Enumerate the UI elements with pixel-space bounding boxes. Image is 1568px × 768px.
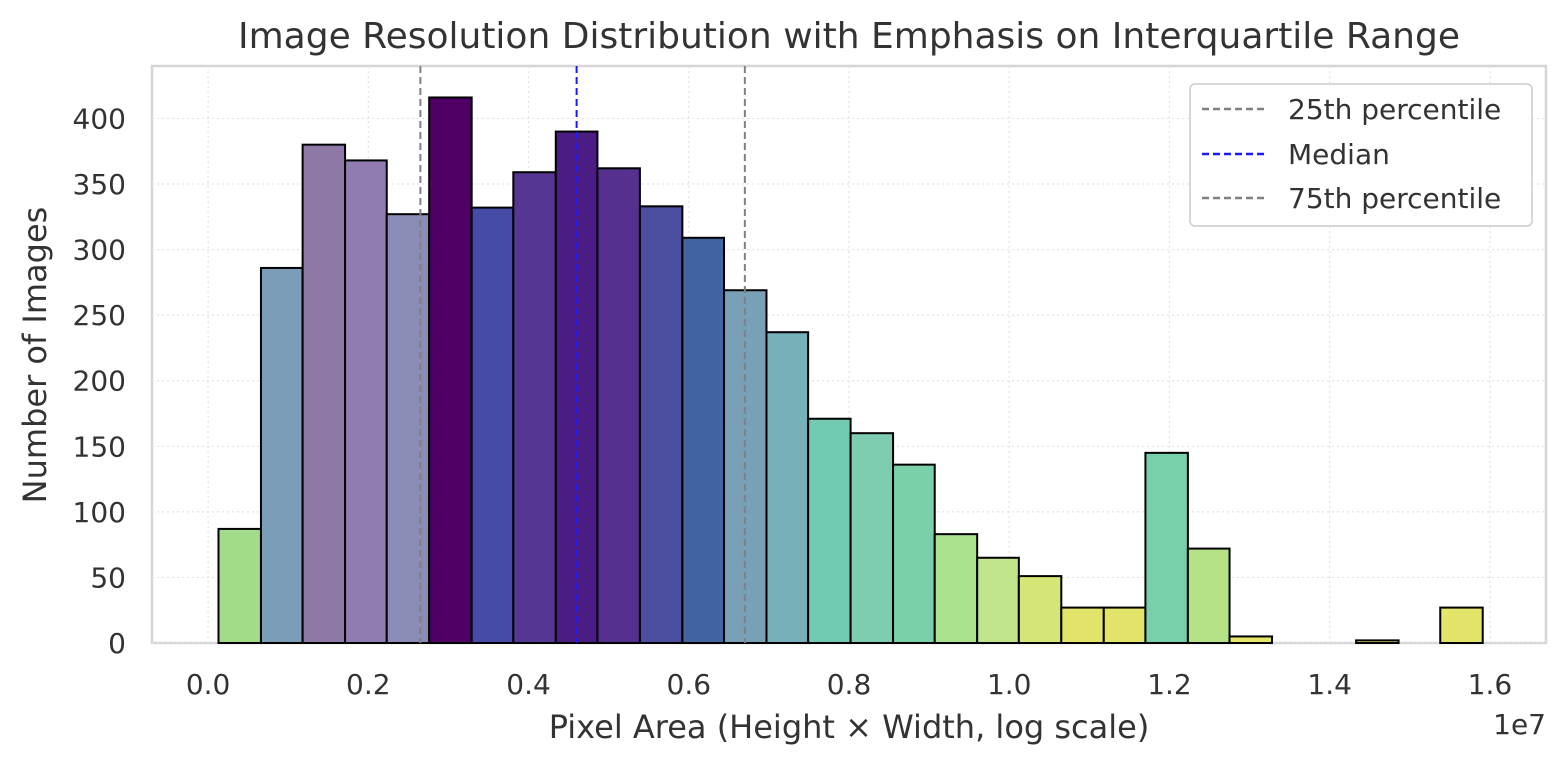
histogram-bar-14	[765, 331, 810, 644]
y-tick-label: 250	[73, 299, 126, 332]
x-tick-label: 0.2	[346, 668, 391, 701]
legend: 25th percentile Median 75th percentile	[1189, 83, 1533, 227]
legend-label-75th-percentile: 75th percentile	[1288, 182, 1501, 215]
reference-lines	[419, 66, 746, 643]
y-tick-label: 0	[108, 627, 126, 660]
legend-label-25th-percentile: 25th percentile	[1288, 93, 1501, 126]
histogram-bar-21	[1060, 606, 1105, 645]
histogram-bar-11	[638, 205, 684, 644]
histogram-bar-1	[217, 527, 262, 645]
y-axis-ticks: 0 50 100 150 200 250 300 350 400	[73, 102, 126, 660]
x-axis-ticks: 0.0 0.2 0.4 0.6 0.8 1.0 1.2 1.4 1.6	[186, 668, 1512, 701]
x-tick-label: 1.0	[987, 668, 1032, 701]
histogram-bar-16	[849, 432, 895, 644]
histogram-bar-6	[428, 96, 473, 645]
histogram-bar-30	[1439, 606, 1484, 645]
histogram-bar-10	[596, 167, 641, 644]
histogram-bar-12	[681, 236, 726, 644]
histogram-bar-24	[1186, 547, 1231, 645]
histogram-bar-28	[1355, 639, 1400, 644]
histogram-bar-25	[1228, 635, 1274, 644]
x-tick-label: 1.2	[1147, 668, 1192, 701]
y-tick-label: 50	[90, 561, 126, 594]
y-tick-label: 200	[73, 365, 126, 398]
histogram-bar-3	[301, 143, 347, 644]
y-tick-label: 300	[73, 234, 126, 267]
y-tick-label: 400	[73, 102, 126, 135]
x-tick-label: 1.4	[1307, 668, 1352, 701]
y-tick-label: 350	[73, 168, 126, 201]
histogram-bar-5	[385, 213, 431, 645]
x-tick-label: 0.4	[506, 668, 551, 701]
histogram-bar-20	[1017, 575, 1063, 645]
chart-title: Image Resolution Distribution with Empha…	[238, 16, 1460, 57]
histogram-bar-15	[807, 417, 852, 644]
x-tick-label: 1.6	[1468, 668, 1513, 701]
legend-label-median: Median	[1288, 138, 1390, 171]
x-tick-label: 0.6	[667, 668, 712, 701]
x-axis-label: Pixel Area (Height × Width, log scale)	[549, 708, 1150, 746]
histogram-bar-4	[344, 159, 388, 644]
x-tick-label: 0.8	[827, 668, 872, 701]
histogram-bar-7	[470, 206, 515, 645]
histogram-bar-19	[976, 556, 1020, 644]
y-axis-label: Number of Images	[16, 207, 54, 504]
histogram-bar-17	[892, 463, 936, 644]
histogram-bar-23	[1144, 451, 1189, 644]
y-tick-label: 100	[73, 496, 126, 529]
y-tick-label: 150	[73, 430, 126, 463]
histogram-bar-18	[933, 533, 979, 644]
x-axis-offset-label: 1e7	[1493, 708, 1546, 741]
histogram-bar-8	[512, 171, 557, 644]
histogram-bar-2	[259, 266, 304, 644]
histogram-bar-22	[1102, 606, 1147, 645]
histogram-bars	[217, 96, 1484, 645]
legend-box	[1189, 83, 1533, 227]
x-tick-label: 0.0	[186, 668, 231, 701]
